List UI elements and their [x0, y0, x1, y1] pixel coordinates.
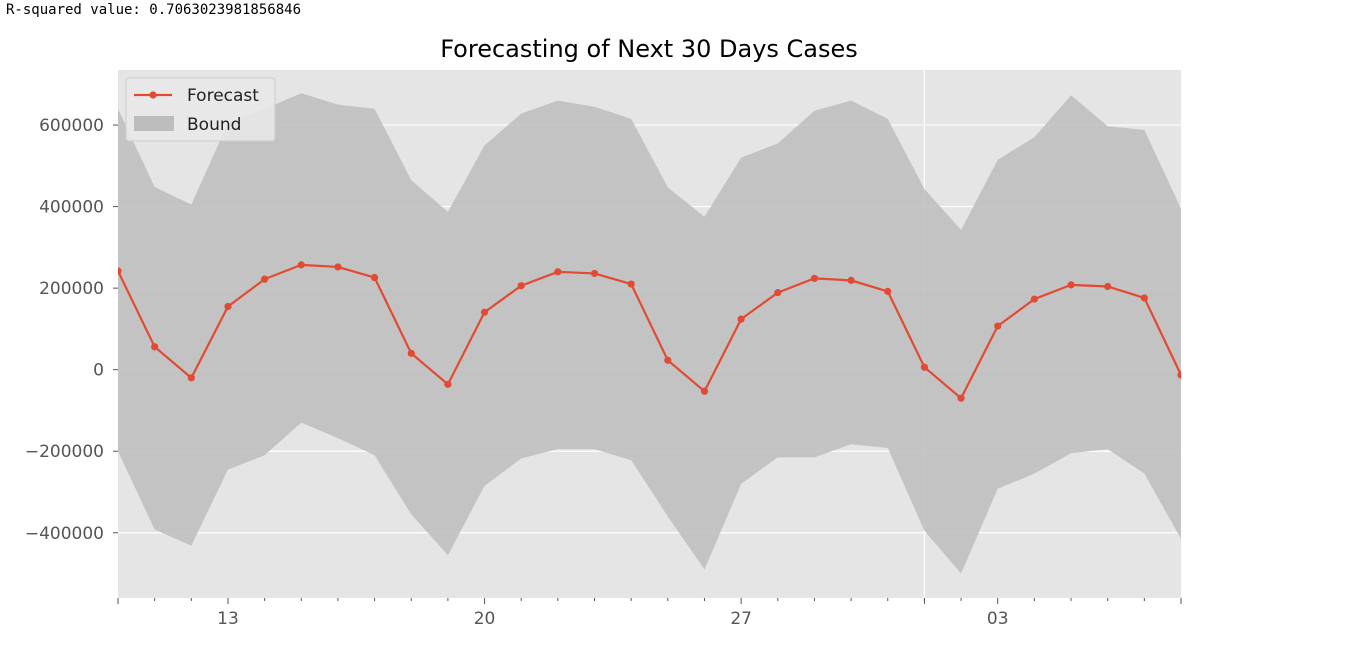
x-tick-label: 13 [217, 609, 239, 629]
legend: Forecast Bound [125, 77, 276, 142]
forecast-point [297, 261, 305, 269]
forecast-point [224, 302, 232, 311]
forecast-point [884, 287, 892, 295]
forecast-point [517, 282, 525, 290]
forecast-point [1104, 282, 1112, 291]
forecast-point [1177, 371, 1181, 379]
y-tick-label: −200000 [25, 442, 104, 462]
forecast-point [810, 274, 819, 282]
bound-band [118, 93, 1181, 574]
forecast-point [994, 322, 1002, 330]
x-tick-label: 27 [730, 609, 752, 629]
legend-bound-swatch [134, 116, 174, 131]
forecast-point [847, 276, 855, 284]
legend-bound-label: Bound [187, 115, 241, 135]
bound-band-layer [118, 93, 1181, 574]
r-squared-output: R-squared value: 0.7063023981856846 [6, 2, 302, 18]
forecast-point [1140, 294, 1148, 302]
forecast-point [957, 394, 965, 402]
forecast-point [664, 356, 672, 364]
y-tick-label: 0 [93, 361, 104, 381]
forecast-point [187, 374, 195, 382]
y-tick-label: −400000 [25, 524, 104, 544]
forecast-point [407, 349, 415, 357]
forecast-point [920, 363, 929, 371]
forecast-point [334, 263, 342, 271]
forecast-point [151, 343, 159, 351]
legend-forecast-marker [149, 91, 157, 99]
forecast-point [118, 267, 122, 275]
forecast-point [627, 280, 635, 288]
legend-forecast-label: Forecast [187, 86, 259, 106]
y-tick-label: 600000 [39, 116, 104, 136]
axis-ticks: 600000 400000 200000 0 −200000 −400000 13 20 27 0… [25, 116, 1182, 629]
forecast-point [1067, 281, 1075, 289]
chart-title: Forecasting of Next 30 Days Cases [440, 35, 858, 63]
forecast-point [737, 315, 745, 323]
forecast-point [1030, 295, 1038, 303]
forecast-point [261, 275, 269, 283]
forecast-line-layer [118, 261, 1181, 402]
forecast-point [370, 273, 379, 282]
forecast-point [774, 289, 782, 297]
forecast-point [444, 380, 452, 388]
forecast-point [590, 269, 599, 278]
x-tick-label: 03 [987, 609, 1009, 629]
forecast-point [700, 387, 709, 395]
forecast-point [480, 308, 489, 316]
forecast-point [554, 268, 562, 276]
forecast-series [118, 261, 1181, 402]
forecast-line [118, 263, 1181, 400]
y-tick-label: 400000 [39, 198, 104, 218]
y-tick-label: 200000 [39, 279, 104, 299]
x-tick-label: 20 [474, 609, 496, 629]
